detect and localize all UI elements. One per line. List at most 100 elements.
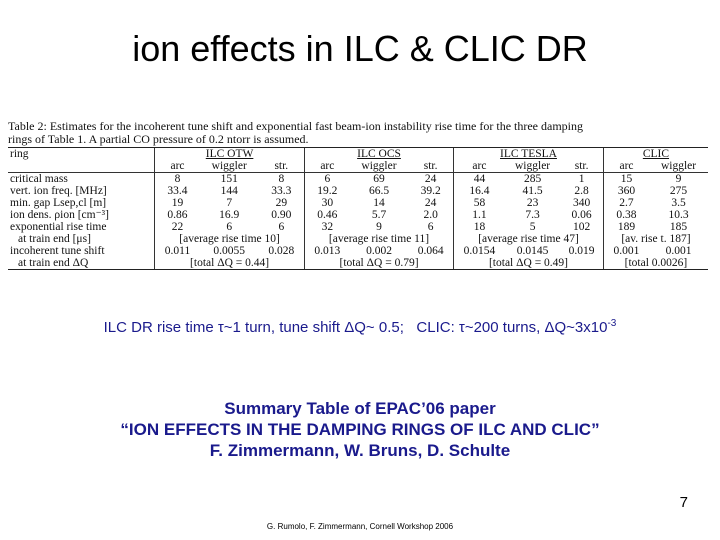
slide-footer: G. Rumolo, F. Zimmermann, Cornell Worksh… [266, 522, 454, 531]
table-cell: 151 [199, 172, 259, 185]
group-header: ILC OTW [154, 147, 305, 160]
row-label: vert. ion freq. [MHz] [10, 185, 107, 197]
table-cell: 275 [669, 185, 688, 197]
total-tune-shift: [total ΔQ = 0.79] [303, 257, 454, 270]
table-cell: 16.9 [219, 209, 240, 221]
subheader: str. [274, 160, 289, 172]
subheader: str. [423, 160, 438, 172]
table-cell: 1 [560, 172, 604, 185]
subheader: wiggler [211, 160, 247, 172]
table-cell: 360 [602, 185, 650, 197]
table-cell: 24 [424, 197, 437, 209]
table-cell: 0.002 [366, 245, 392, 257]
table-cell: 0.001 [602, 245, 650, 257]
subheader: arc [154, 160, 200, 173]
caption-line-1: Table 2: Estimates for the incoherent tu… [8, 119, 583, 133]
paper-title: “ION EFFECTS IN THE DAMPING RINGS OF ILC… [120, 420, 600, 439]
paper-line-1: Summary Table of EPAC’06 paper [224, 399, 496, 418]
row-label: incoherent tune shift [10, 245, 105, 257]
table-cell: 102 [572, 221, 591, 233]
average-rise-time: [average rise time 10] [154, 233, 305, 245]
table-cell: 0.0145 [516, 245, 549, 257]
table-cell: 340 [572, 197, 591, 209]
table-row: critical mass 8 151 8 6 69 24 44 285 1 15 9 [8, 172, 708, 185]
table-cell: 9 [649, 172, 708, 185]
table-cell: 2.7 [602, 197, 650, 209]
table-cell: 15 [602, 172, 650, 185]
table-cell: 144 [220, 185, 238, 197]
average-rise-time: [average rise time 47] [453, 233, 604, 245]
table-cell: 24 [408, 172, 454, 185]
table-cell: 0.013 [303, 245, 350, 257]
table-cell: 69 [349, 172, 409, 185]
table-cell: 39.2 [420, 185, 441, 197]
table-cell: 19 [154, 197, 200, 209]
group-header: ILC OCS [303, 147, 454, 160]
table-row: exponential rise time 22 6 6 32 9 6 18 5 102 189 18… [8, 221, 708, 233]
table-cell: 0.38 [602, 209, 650, 221]
table-cell: 0.001 [665, 245, 692, 257]
table-row: vert. ion freq. [MHz] 33.4 144 33.3 19.2 66.5… [8, 185, 708, 197]
table-cell: 8 [154, 172, 200, 185]
table-cell: 44 [453, 172, 505, 185]
table-cell: 0.0154 [453, 245, 505, 257]
table-cell: 33.3 [271, 185, 292, 197]
table-cell: 0.46 [303, 209, 350, 221]
table-cell: 189 [602, 221, 650, 233]
caption-line-2: rings of Table 1. A partial CO pressure … [8, 131, 309, 146]
table-cell: 32 [303, 221, 350, 233]
paper-authors: F. Zimmermann, W. Bruns, D. Schulte [209, 441, 511, 460]
table-cell: 0.90 [271, 209, 292, 221]
average-rise-time: [average rise time 11] [303, 233, 454, 245]
subheader: arc [303, 160, 350, 173]
table-cell: 0.86 [154, 209, 200, 221]
average-rise-time: [av. rise t. 187] [602, 233, 708, 245]
table-cell: 1.1 [453, 209, 505, 221]
page-number: 7 [679, 494, 688, 511]
table-cell: 18 [453, 221, 505, 233]
group-header: CLIC [602, 147, 708, 160]
slide-title: ion effects in ILC & CLIC DR [132, 28, 588, 69]
subheader: wiggler [660, 160, 697, 172]
subheader: wiggler [515, 160, 551, 172]
table-cell: 185 [669, 221, 688, 233]
table-cell: 41.5 [522, 185, 543, 197]
total-tune-shift: [total ΔQ = 0.44] [154, 257, 305, 270]
table-cell: 9 [376, 221, 382, 233]
table-cell: 0.019 [568, 245, 595, 257]
table-cell: 0.011 [154, 245, 200, 257]
ion-effects-table-figure: Table 2: Estimates for the incoherent tu… [4, 120, 714, 308]
table-cell: 16.4 [453, 185, 505, 197]
row-label: exponential rise time [10, 221, 107, 233]
subheader: str. [574, 160, 589, 172]
table-cell: 0.0055 [213, 245, 246, 257]
ilc-summary: ILC DR rise time τ~1 turn, tune shift ΔQ… [103, 319, 404, 336]
table-cell: 6 [278, 221, 285, 233]
table-cell: 3.5 [671, 197, 686, 209]
table-cell: 22 [154, 221, 200, 233]
table-cell: 2.8 [574, 185, 589, 197]
table-cell: 14 [373, 197, 385, 209]
subheader: arc [453, 160, 505, 173]
table-cell: 19.2 [303, 185, 350, 197]
table-cell: 23 [526, 197, 539, 209]
table-cell: 30 [303, 197, 350, 209]
ring-header: ring [8, 147, 155, 160]
table-row: min. gap Lsep,cl [m] 19 7 29 30 14 24 58 23 340 2.… [8, 197, 708, 209]
row-label: ion dens. ρion [cm⁻³] [10, 209, 109, 221]
table-cell: 33.4 [154, 185, 200, 197]
table-cell: 58 [453, 197, 505, 209]
row-label: critical mass [8, 172, 155, 185]
subheader: arc [602, 160, 650, 173]
table-cell: 8 [258, 172, 305, 185]
row-label: min. gap Lsep,cl [m] [10, 197, 107, 209]
total-tune-shift: [total 0.0026] [602, 257, 708, 270]
table-caption: Table 2: Estimates for the incoherent tu… [8, 120, 714, 145]
paper-reference: Summary Table of EPAC’06 paper “ION EFFE… [0, 398, 720, 461]
table-cell: 0.06 [571, 209, 592, 221]
clic-summary: CLIC: τ~200 turns, ΔQ~3x10 [416, 319, 608, 336]
rise-time-summary: ILC DR rise time τ~1 turn, tune shift ΔQ… [0, 318, 720, 336]
table-cell: 7.3 [525, 209, 540, 221]
table-cell: 7 [226, 197, 233, 209]
total-tune-shift: [total ΔQ = 0.49] [453, 257, 604, 270]
